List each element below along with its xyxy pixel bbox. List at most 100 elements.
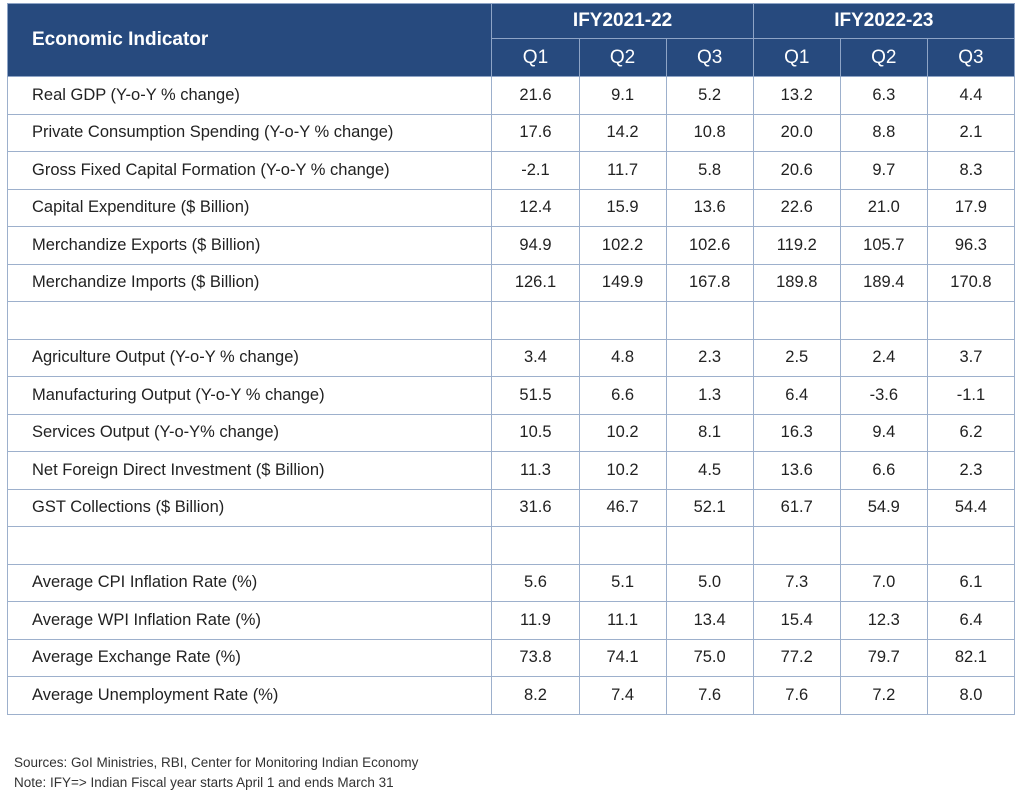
quarter-header: Q2 (578, 38, 667, 77)
economic-indicators-table-container: Economic Indicator IFY2021-22 IFY2022-23… (6, 2, 1016, 715)
value-cell: 15.4 (752, 601, 841, 640)
row-label: Net Foreign Direct Investment ($ Billion… (6, 451, 493, 490)
value-cell: 73.8 (491, 638, 580, 677)
value-cell: 5.1 (578, 563, 667, 602)
value-cell: 149.9 (578, 263, 667, 302)
value-cell: 96.3 (926, 226, 1016, 265)
value-cell: 7.4 (578, 676, 667, 715)
value-cell: 82.1 (926, 638, 1016, 677)
row-label: Average Unemployment Rate (%) (6, 676, 493, 715)
indicator-column-header: Economic Indicator (6, 3, 493, 77)
row-label: Average Exchange Rate (%) (6, 638, 493, 677)
spacer-row (6, 301, 1016, 340)
value-cell: 75.0 (665, 638, 754, 677)
value-cell: 10.8 (665, 113, 754, 152)
value-cell: -3.6 (839, 376, 928, 415)
row-label: Services Output (Y-o-Y% change) (6, 413, 493, 452)
value-cell: 12.3 (839, 601, 928, 640)
value-cell: 6.4 (926, 601, 1016, 640)
quarter-header: Q1 (752, 38, 841, 77)
value-cell: 8.2 (491, 676, 580, 715)
value-cell: 6.1 (926, 563, 1016, 602)
value-cell: 9.4 (839, 413, 928, 452)
empty-cell (665, 301, 754, 340)
table-row: Average CPI Inflation Rate (%) 5.6 5.1 5.0 7… (6, 563, 1016, 602)
value-cell: 189.4 (839, 263, 928, 302)
value-cell: 167.8 (665, 263, 754, 302)
year-header-ify2022-23: IFY2022-23 (752, 2, 1016, 40)
value-cell: 4.8 (578, 338, 667, 377)
row-label: Manufacturing Output (Y-o-Y % change) (6, 376, 493, 415)
value-cell: 7.6 (665, 676, 754, 715)
value-cell: 9.1 (578, 76, 667, 115)
row-label: Capital Expenditure ($ Billion) (6, 188, 493, 227)
value-cell: 94.9 (491, 226, 580, 265)
value-cell: 102.6 (665, 226, 754, 265)
value-cell: 119.2 (752, 226, 841, 265)
empty-cell (491, 526, 580, 565)
table-row: Real GDP (Y-o-Y % change) 21.6 9.1 5.2 13.2 6… (6, 76, 1016, 115)
value-cell: 6.3 (839, 76, 928, 115)
spacer-row (6, 526, 1016, 565)
empty-cell (665, 526, 754, 565)
row-label: Gross Fixed Capital Formation (Y-o-Y % c… (6, 151, 493, 190)
value-cell: 13.6 (752, 451, 841, 490)
table-row: Private Consumption Spending (Y-o-Y % ch… (6, 113, 1016, 152)
table-header: Economic Indicator IFY2021-22 IFY2022-23… (6, 2, 1016, 77)
value-cell: 17.9 (926, 188, 1016, 227)
header-row-quarters: Q1 Q2 Q3 Q1 Q2 Q3 (8, 38, 1016, 77)
empty-cell (578, 301, 667, 340)
row-label: GST Collections ($ Billion) (6, 488, 493, 527)
value-cell: 126.1 (491, 263, 580, 302)
value-cell: 61.7 (752, 488, 841, 527)
value-cell: 51.5 (491, 376, 580, 415)
value-cell: 10.2 (578, 451, 667, 490)
quarter-header: Q3 (926, 38, 1016, 77)
value-cell: -2.1 (491, 151, 580, 190)
table-row: Manufacturing Output (Y-o-Y % change) 51.… (6, 376, 1016, 415)
value-cell: 6.6 (578, 376, 667, 415)
empty-cell (926, 526, 1016, 565)
quarter-header: Q3 (665, 38, 754, 77)
value-cell: 7.2 (839, 676, 928, 715)
value-cell: 22.6 (752, 188, 841, 227)
empty-cell (6, 526, 493, 565)
value-cell: 189.8 (752, 263, 841, 302)
empty-cell (578, 526, 667, 565)
empty-cell (752, 301, 841, 340)
row-label: Merchandize Exports ($ Billion) (6, 226, 493, 265)
row-label: Private Consumption Spending (Y-o-Y % ch… (6, 113, 493, 152)
value-cell: 10.2 (578, 413, 667, 452)
value-cell: 4.4 (926, 76, 1016, 115)
value-cell: 8.0 (926, 676, 1016, 715)
value-cell: 6.6 (839, 451, 928, 490)
value-cell: 4.5 (665, 451, 754, 490)
year-header-ify2021-22: IFY2021-22 (491, 2, 754, 40)
empty-cell (839, 301, 928, 340)
footnotes: Sources: GoI Ministries, RBI, Center for… (14, 753, 418, 793)
table-row: Merchandize Exports ($ Billion) 94.9 102.2… (6, 226, 1016, 265)
value-cell: 5.2 (665, 76, 754, 115)
table-row: Services Output (Y-o-Y% change) 10.5 10.2 8… (6, 413, 1016, 452)
value-cell: 102.2 (578, 226, 667, 265)
row-label: Merchandize Imports ($ Billion) (6, 263, 493, 302)
table-row: Average WPI Inflation Rate (%) 11.9 11.1 13… (6, 601, 1016, 640)
value-cell: 3.4 (491, 338, 580, 377)
value-cell: 54.4 (926, 488, 1016, 527)
value-cell: 10.5 (491, 413, 580, 452)
row-label: Average WPI Inflation Rate (%) (6, 601, 493, 640)
value-cell: 170.8 (926, 263, 1016, 302)
value-cell: 2.1 (926, 113, 1016, 152)
value-cell: 5.6 (491, 563, 580, 602)
value-cell: 7.0 (839, 563, 928, 602)
row-label: Agriculture Output (Y-o-Y % change) (6, 338, 493, 377)
value-cell: 11.7 (578, 151, 667, 190)
value-cell: 13.6 (665, 188, 754, 227)
value-cell: 21.0 (839, 188, 928, 227)
value-cell: 14.2 (578, 113, 667, 152)
value-cell: 15.9 (578, 188, 667, 227)
value-cell: 11.1 (578, 601, 667, 640)
value-cell: 6.4 (752, 376, 841, 415)
value-cell: 2.3 (926, 451, 1016, 490)
value-cell: 21.6 (491, 76, 580, 115)
